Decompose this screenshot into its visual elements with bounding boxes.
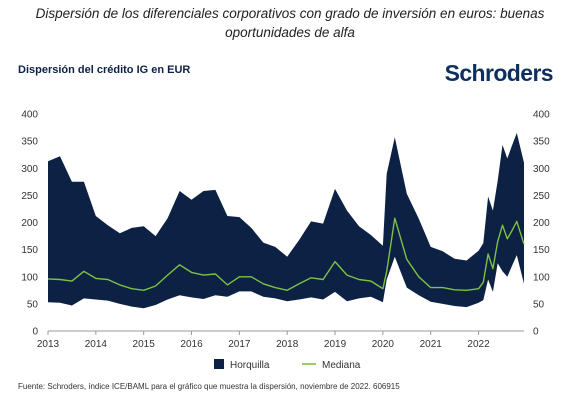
y-tick-label-left: 300 xyxy=(21,164,38,175)
source-footnote: Fuente: Schroders, índice ICE/BAML para … xyxy=(18,382,400,391)
y-tick-label-right: 350 xyxy=(533,137,550,148)
y-tick-label-right: 0 xyxy=(533,327,539,338)
plot-area xyxy=(47,133,525,309)
schroders-logo: Schroders xyxy=(444,60,554,86)
y-tick-label-left: 200 xyxy=(21,218,38,229)
figure-caption: Dispersión de los diferenciales corporat… xyxy=(0,4,580,42)
x-tick-label: 2018 xyxy=(276,339,299,350)
x-tick-label: 2016 xyxy=(180,339,203,350)
y-tick-label-left: 0 xyxy=(32,327,38,338)
x-tick-label: 2019 xyxy=(324,339,347,350)
x-tick-label: 2015 xyxy=(133,339,156,350)
legend: Horquilla Mediana xyxy=(214,359,361,371)
y-tick-label-right: 400 xyxy=(533,110,550,121)
y-tick-label-left: 400 xyxy=(21,110,38,121)
y-axis-right: 0 50 100 150 200 250 300 350 400 xyxy=(533,110,550,338)
x-tick-label: 2022 xyxy=(467,339,490,350)
x-tick-label: 2020 xyxy=(372,339,395,350)
x-tick-label: 2017 xyxy=(228,339,251,350)
y-tick-label-left: 150 xyxy=(21,245,38,256)
y-axis-left: 0 50 100 150 200 250 300 350 400 xyxy=(21,110,38,338)
y-tick-label-left: 50 xyxy=(27,299,39,310)
y-tick-label-right: 100 xyxy=(533,272,550,283)
x-tick-label: 2013 xyxy=(37,339,60,350)
legend-horquilla-swatch xyxy=(214,359,224,369)
y-tick-label-right: 250 xyxy=(533,191,550,202)
y-tick-label-left: 100 xyxy=(21,272,38,283)
legend-mediana-label: Mediana xyxy=(322,360,361,371)
caption-line-1: Dispersión de los diferenciales corporat… xyxy=(35,6,545,21)
y-tick-label-right: 50 xyxy=(533,299,545,310)
y-tick-label-right: 150 xyxy=(533,245,550,256)
horquilla-band xyxy=(48,133,524,309)
caption-line-2: oportunidades de alfa xyxy=(225,25,355,40)
legend-horquilla-label: Horquilla xyxy=(230,360,270,371)
x-tick-label: 2014 xyxy=(85,339,108,350)
mediana-line xyxy=(47,217,525,291)
y-tick-label-left: 350 xyxy=(21,137,38,148)
x-axis: 2013 2014 2015 2016 2017 2018 2019 2020 2021 2022 xyxy=(37,330,524,350)
y-tick-label-left: 250 xyxy=(21,191,38,202)
chart-subtitle: Dispersión del crédito IG en EUR xyxy=(18,64,191,76)
y-tick-label-right: 300 xyxy=(533,164,550,175)
x-tick-label: 2021 xyxy=(420,339,443,350)
y-tick-label-right: 200 xyxy=(533,218,550,229)
